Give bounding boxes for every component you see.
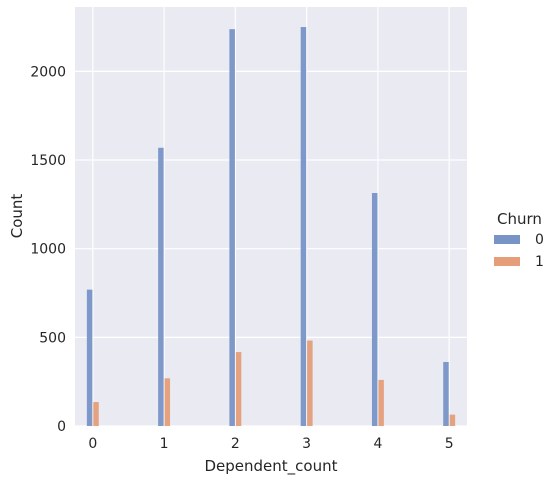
bar-churn-1 xyxy=(450,415,456,426)
y-tick-label: 2000 xyxy=(30,64,66,80)
x-tick-label: 0 xyxy=(88,436,97,452)
y-tick-label: 0 xyxy=(57,419,66,435)
bar-churn-1 xyxy=(307,341,313,426)
x-axis-label: Dependent_count xyxy=(205,457,338,476)
legend-swatch-churn-0 xyxy=(494,235,520,244)
y-tick-label: 500 xyxy=(39,330,66,346)
plot-area xyxy=(75,7,467,426)
x-tick-label: 2 xyxy=(231,436,240,452)
bar-churn-1 xyxy=(165,378,171,426)
legend-title: Churn xyxy=(497,210,542,228)
legend-label-churn-0: 0 xyxy=(535,232,544,248)
bar-churn-1 xyxy=(378,380,384,426)
y-tick-labels: 0 500 1000 1500 2000 xyxy=(30,64,66,435)
x-tick-label: 4 xyxy=(373,436,382,452)
legend-swatch-churn-1 xyxy=(494,257,520,266)
x-tick-label: 1 xyxy=(160,436,169,452)
y-tick-label: 1000 xyxy=(30,242,66,258)
bar-churn-0 xyxy=(443,362,449,426)
x-tick-label: 3 xyxy=(302,436,311,452)
bar-churn-0 xyxy=(372,193,378,426)
legend: Churn 0 1 xyxy=(494,210,544,270)
bar-churn-0 xyxy=(229,29,235,426)
bar-churn-1 xyxy=(236,352,242,426)
x-tick-label: 5 xyxy=(445,436,454,452)
bar-churn-0 xyxy=(301,27,307,426)
bar-churn-0 xyxy=(87,290,93,426)
legend-label-churn-1: 1 xyxy=(535,254,544,270)
x-tick-labels: 0 1 2 3 4 5 xyxy=(88,436,453,452)
y-tick-label: 1500 xyxy=(30,153,66,169)
y-axis-label: Count xyxy=(8,194,26,239)
bar-churn-1 xyxy=(93,402,99,426)
bar-churn-0 xyxy=(158,148,164,426)
